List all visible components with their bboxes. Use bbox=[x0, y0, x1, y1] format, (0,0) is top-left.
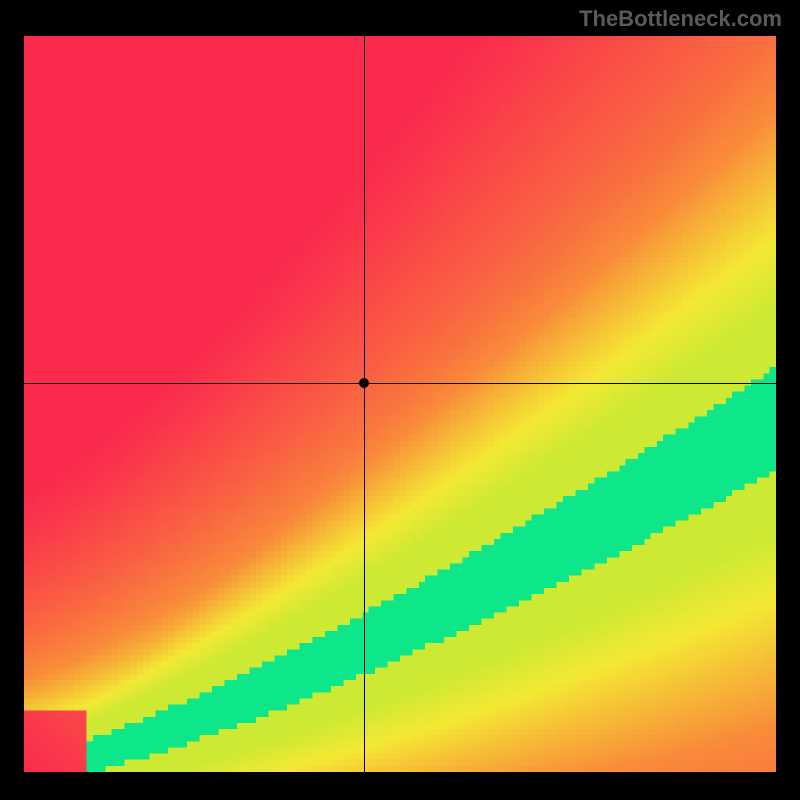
crosshair-vertical bbox=[364, 36, 365, 772]
heatmap-plot bbox=[24, 36, 776, 772]
marker-dot bbox=[359, 378, 369, 388]
crosshair-horizontal bbox=[24, 383, 776, 384]
heatmap-canvas bbox=[24, 36, 776, 772]
watermark-text: TheBottleneck.com bbox=[579, 6, 782, 32]
